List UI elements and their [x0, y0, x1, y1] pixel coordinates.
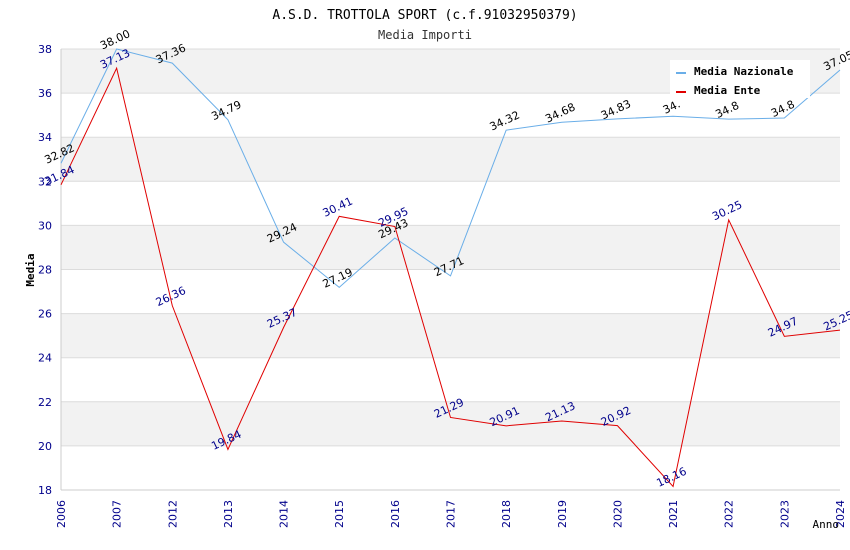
series-line-1	[60, 66, 841, 488]
x-tick-label: 2014	[278, 500, 291, 528]
x-tick-label: 2012	[166, 500, 179, 528]
series-line-0	[60, 48, 841, 289]
x-tick-label: 2019	[556, 500, 569, 528]
data-label-series-0: 34.	[661, 97, 682, 116]
x-tick-label: 2017	[445, 500, 458, 528]
y-tick-label: 20	[38, 440, 52, 453]
data-label-series-0: 34.8	[769, 98, 797, 120]
chart-subtitle: Media Importi	[378, 28, 472, 42]
chart-title: A.S.D. TROTTOLA SPORT (c.f.91032950379)	[272, 8, 577, 23]
x-axis-label: Anno	[813, 518, 840, 531]
data-label-series-1: 30.25	[710, 198, 744, 223]
data-label-series-1: 18.16	[655, 465, 689, 490]
x-tick-label: 2016	[389, 500, 402, 528]
axes	[60, 49, 840, 491]
grid-band	[61, 313, 840, 358]
y-tick-label: 34	[38, 131, 52, 144]
data-label-series-0: 34.8	[713, 99, 741, 121]
data-label-series-0: 34.32	[488, 108, 522, 133]
legend-label-ente: Media Ente	[694, 84, 761, 97]
grid-band	[61, 137, 840, 182]
y-axis-label: Media	[24, 253, 37, 286]
y-tick-label: 30	[38, 219, 52, 232]
x-tick-label: 2020	[611, 500, 624, 528]
x-tick-label: 2022	[723, 500, 736, 528]
grid-band	[61, 401, 840, 446]
legend: Media Nazionale Media Ente	[670, 60, 810, 98]
data-label-series-1: 26.36	[154, 284, 188, 309]
grid-bands	[61, 49, 840, 446]
x-tick-label: 2018	[500, 500, 513, 528]
y-tick-label: 22	[38, 396, 52, 409]
y-tick-label: 36	[38, 87, 52, 100]
y-tick-label: 38	[38, 43, 52, 56]
series-lines	[60, 48, 841, 488]
x-tick-label: 2023	[778, 500, 791, 528]
x-tick-label: 2006	[55, 500, 68, 528]
legend-label-nazionale: Media Nazionale	[694, 65, 794, 78]
y-tick-label: 32	[38, 175, 52, 188]
x-tick-label: 2013	[222, 500, 235, 528]
data-label-series-1: 30.41	[321, 195, 355, 220]
data-label-series-1: 31.84	[42, 163, 76, 188]
x-tick-label: 2024	[834, 500, 847, 528]
x-tick-labels: 2006 2007 2012 2013 2014 2015 2016 2017 2018 2019…	[55, 500, 847, 528]
x-tick-label: 2015	[333, 500, 346, 528]
y-tick-label: 24	[38, 352, 52, 365]
y-tick-label: 26	[38, 308, 52, 321]
data-label-series-0: 34.79	[209, 98, 243, 123]
legend-box	[670, 60, 810, 98]
grid-band	[61, 225, 840, 270]
y-tick-label: 28	[38, 264, 52, 277]
y-tick-label: 18	[38, 484, 52, 497]
x-tick-label: 2021	[667, 500, 680, 528]
y-tick-labels: 18 20 22 24 26 28 30 32 34 36 38	[38, 43, 52, 497]
gridlines	[61, 48, 840, 491]
x-tick-label: 2007	[111, 500, 124, 528]
